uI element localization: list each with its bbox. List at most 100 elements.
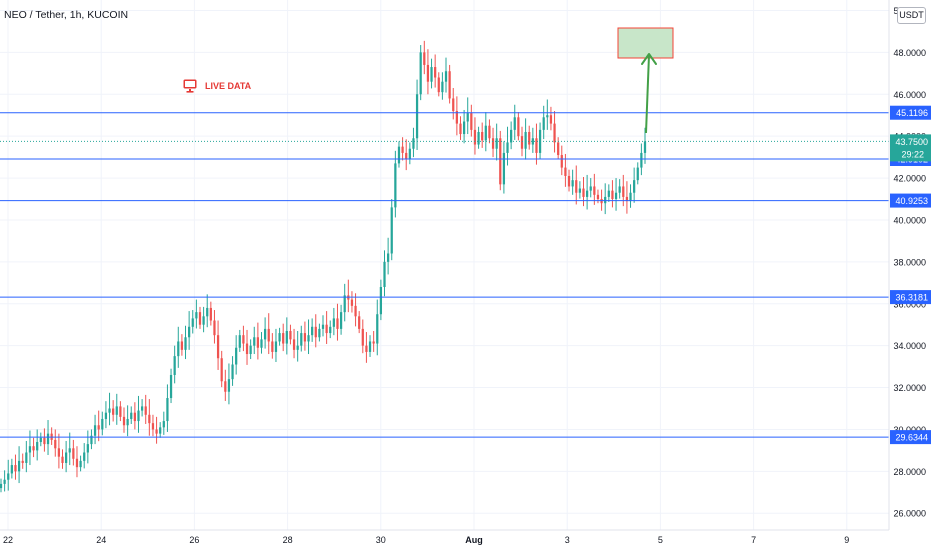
candle-body [578,188,581,193]
candle [462,109,466,144]
candle [629,184,632,208]
candle-body [28,446,32,453]
candle-body [195,312,198,319]
candle-body [300,333,303,346]
candle [343,283,346,322]
currency-button[interactable]: USDT [897,7,926,24]
candle [216,320,220,370]
candle [28,430,32,466]
candle-body [629,192,632,202]
candle-body [180,341,184,350]
candle [339,304,343,335]
candle-body [253,337,256,346]
candle-body [115,406,118,415]
candle-body [126,418,129,426]
candle-body [542,117,545,130]
candle-body [213,320,216,336]
candle [166,384,169,432]
candle [459,116,462,140]
candle [17,446,21,484]
candle [484,112,487,152]
candle [405,139,408,171]
candle [473,117,477,155]
candle-body [535,138,538,153]
candle-body [343,295,346,313]
candle [383,250,386,297]
candle [372,330,375,352]
candle-body [231,364,234,380]
time-axis[interactable]: 22 24 26 28 30 Aug 3 5 7 9 [3,535,849,545]
last-price-label: 43.7500 [895,137,928,147]
last-price-badge-bg [890,134,931,162]
candle [535,123,538,165]
candle-body [249,345,252,355]
candle-body [36,442,39,451]
candle [68,432,71,466]
candle-body [311,326,314,336]
candle-body [350,299,354,306]
candle [97,410,100,442]
candle [224,369,227,401]
level-badge-bg [890,430,931,445]
candle [434,54,437,88]
candle-body [307,335,310,342]
candle-body [643,141,647,153]
x-tick-label: Aug [465,535,483,545]
candle-body [368,341,372,352]
candle [415,79,419,150]
candle-body [202,316,205,325]
candle-body [209,307,212,321]
horizontal-levels[interactable] [0,112,889,438]
target-zone-box [617,27,674,59]
candle-body [72,448,75,459]
candle-body [636,167,639,181]
candle [611,180,614,208]
candle-body [625,196,629,202]
candle-body [618,186,621,193]
candle-body [408,148,411,160]
candle [549,106,553,131]
candle-body [600,199,603,204]
candle [93,414,97,445]
candle [510,121,513,150]
candle-body [289,330,292,340]
candle-body [242,335,245,344]
candle [148,399,151,436]
candle-body [61,456,64,463]
candle [444,57,448,93]
candle-body [376,314,379,344]
candle [365,332,368,363]
symbol-title[interactable]: NEO / Tether, 1h, KUCOIN [4,9,129,21]
level-badge-label: 36.3181 [895,293,928,303]
candle [441,72,444,100]
candle [227,363,231,405]
candle-body [220,358,223,382]
candle-body [462,121,466,135]
candle [499,130,502,191]
candle-body [593,186,596,195]
candle-body [614,192,618,200]
candle-body [379,286,383,315]
y-tick-label: 32.0000 [893,383,926,393]
candle-body [332,318,335,327]
candle-body [397,146,401,164]
candle [90,429,93,450]
candle-body [571,180,574,187]
candle-body [502,152,506,185]
level-badge: 36.3181 [890,290,931,305]
candle [188,311,191,350]
candle-body [640,152,643,168]
candle-body [159,427,162,434]
candle [625,181,629,214]
candle-body [412,138,415,149]
candle-body [46,433,50,445]
last-price-badge: 43.7500 29:22 [890,134,931,162]
candle [39,432,42,447]
candle-body [596,194,600,200]
candle [245,329,249,365]
candle-body [17,460,21,472]
candle-body [470,113,473,130]
candle [622,174,625,207]
